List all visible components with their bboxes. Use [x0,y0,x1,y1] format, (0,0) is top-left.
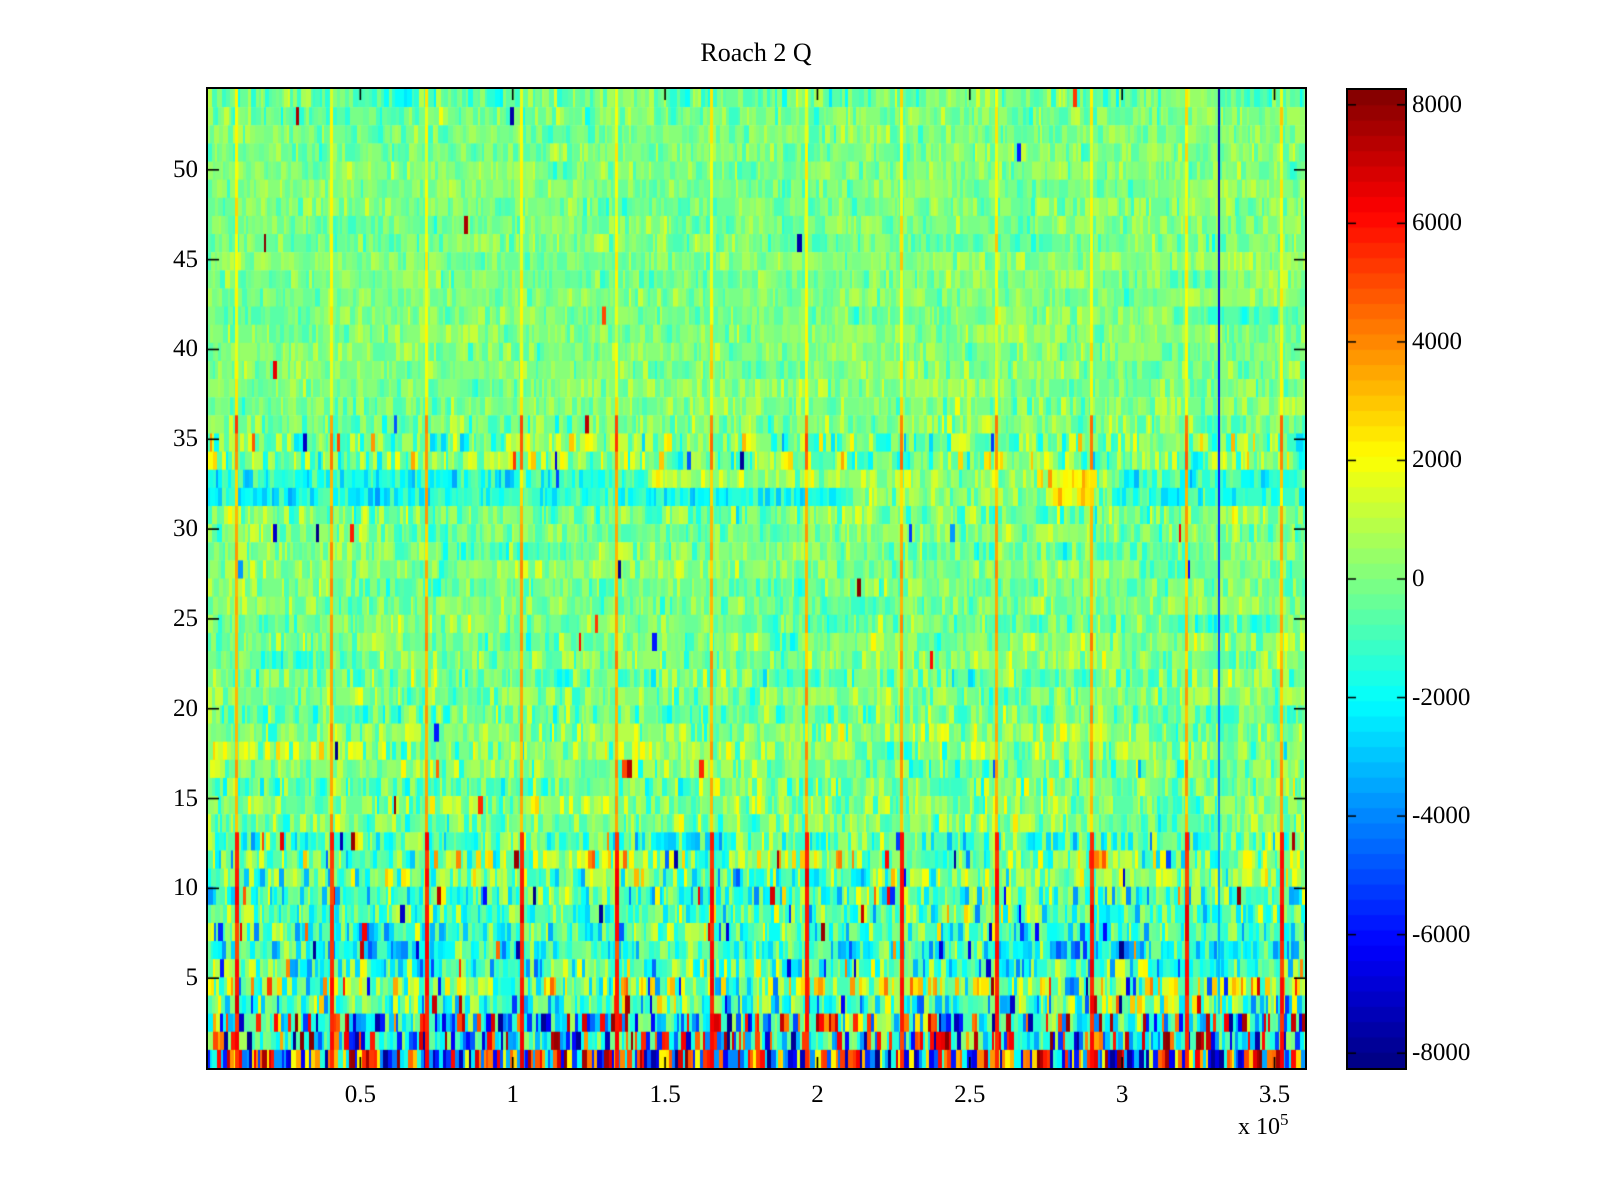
x-tick-label: 3 [1115,1081,1129,1108]
x-axis-exponent-label: x 105 [1238,1110,1289,1141]
x-tick-label: 3.5 [1258,1081,1291,1108]
y-tick-label: 45 [173,245,198,273]
x-tick-label: 2.5 [954,1081,986,1108]
x-tick-label: 2 [811,1081,824,1108]
colorbar-tick-label: -2000 [1412,683,1471,711]
colorbar-canvas [1348,90,1405,1068]
y-tick-label: 30 [173,515,198,543]
y-tick-label: 40 [173,335,198,363]
colorbar-tick-label: -4000 [1412,802,1471,830]
colorbar-tick-label: 6000 [1412,209,1462,237]
x-tick-label: 1.5 [649,1081,681,1108]
colorbar-frame [1346,88,1407,1070]
y-tick-label: 10 [173,874,198,902]
colorbar-tick-label: 4000 [1412,327,1462,355]
plot-frame [206,87,1307,1070]
y-tick-label: 20 [173,694,198,722]
colorbar-tick-label: -6000 [1412,920,1471,948]
x-axis-exponent-sup: 5 [1280,1110,1289,1129]
y-tick-label: 50 [173,155,198,183]
y-tick-label: 15 [173,784,198,812]
y-tick-label: 35 [173,425,198,453]
x-tick-label: 1 [506,1081,519,1108]
heatmap-canvas [208,89,1305,1068]
colorbar-tick-label: -8000 [1412,1039,1471,1067]
y-tick-label: 25 [173,604,198,632]
y-tick-label: 5 [185,964,199,992]
colorbar-tick-label: 8000 [1412,90,1462,118]
x-tick-label: 0.5 [344,1081,376,1108]
x-axis-exponent-base: x 10 [1238,1114,1280,1140]
colorbar-tick-label: 0 [1412,565,1425,592]
colorbar-tick-label: 2000 [1412,446,1462,474]
plot-title: Roach 2 Q [700,38,812,67]
